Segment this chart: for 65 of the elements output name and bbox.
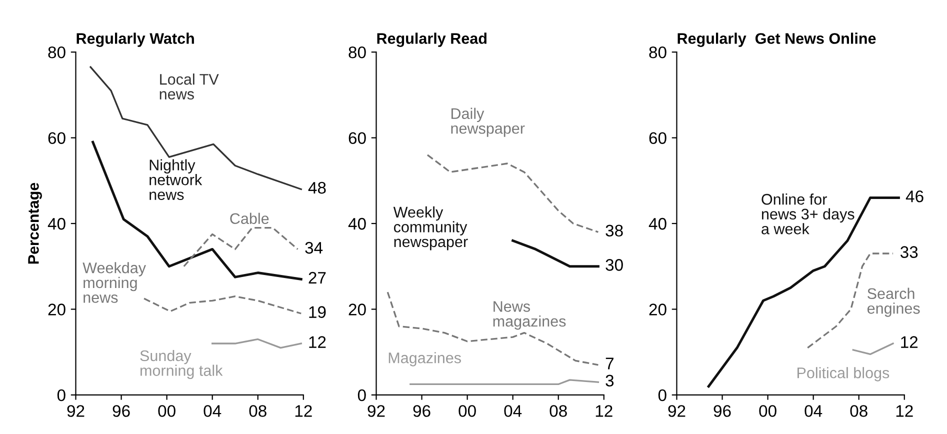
x-tick-label: 12 [596,405,612,417]
data-label: 48 [308,182,326,194]
data-label: 3 [606,374,614,387]
y-tick-label: 80 [649,46,666,58]
x-tick-label: 04 [204,405,222,417]
x-tick-label: 92 [368,405,385,417]
y-tick-label: 40 [348,218,366,230]
series-label: Cable [230,212,269,224]
x-tick-label: 04 [804,405,822,417]
data-label: 12 [901,336,918,348]
line-series [386,291,600,366]
x-tick-label: 00 [458,405,476,417]
line-series [183,226,299,268]
x-tick-label: 00 [158,405,176,417]
y-tick-label: 60 [649,132,666,144]
x-tick-label: 12 [295,405,312,417]
data-label: 27 [308,272,326,284]
y-tick-label: 0 [658,389,666,402]
series-label: Online for news 3+ days a week [762,194,854,234]
chart-title: Regularly Watch [76,32,194,47]
series-label: Weekday morning news [82,262,146,303]
data-label: 12 [309,336,326,348]
chart-title: Regularly Get News Online [678,32,876,47]
y-tick-label: 60 [348,132,366,144]
data-label: 34 [305,242,323,254]
y-tick-label: 60 [48,132,66,144]
y-tick-label: 80 [348,46,366,58]
series-label: Magazines [388,352,461,366]
series-label: Local TV news [160,74,219,100]
y-tick-label: 40 [48,218,66,230]
series-label: Daily newspaper [451,108,525,137]
x-tick-label: 96 [413,405,430,417]
y-axis-title: Percentage [28,182,42,264]
series-label: Political blogs [798,367,890,382]
x-tick-label: 96 [112,405,130,417]
data-label: 19 [309,306,326,318]
chart-title: Regularly Read [377,32,486,47]
y-tick-label: 0 [57,389,66,402]
y-tick-label: 20 [649,304,666,316]
data-label: 38 [606,224,623,237]
data-label: 33 [900,246,918,258]
data-label: 46 [906,190,924,202]
y-tick-label: 0 [358,389,366,402]
x-tick-label: 92 [668,405,686,417]
line-series [90,66,302,190]
series-label: News magazines [493,301,566,330]
x-tick-label: 12 [896,405,913,417]
data-label: 7 [606,358,614,370]
y-tick-label: 80 [48,46,66,58]
data-label: 30 [606,259,623,271]
series-label: Sunday morning talk [140,350,223,379]
x-tick-label: 04 [504,405,522,417]
x-tick-label: 08 [550,405,567,417]
x-tick-label: 96 [714,405,731,417]
text: Weekly community newspaper [393,206,468,250]
x-tick-label: 00 [759,405,776,417]
y-tick-label: 20 [48,304,66,316]
x-tick-label: 08 [249,405,266,417]
x-tick-label: 92 [67,405,84,417]
y-tick-label: 20 [348,304,366,316]
x-tick-label: 08 [850,405,868,417]
line-series [143,296,302,314]
text: Nightly network news [150,159,202,200]
y-tick-label: 40 [648,218,666,230]
series-label: Search engines [867,288,920,317]
